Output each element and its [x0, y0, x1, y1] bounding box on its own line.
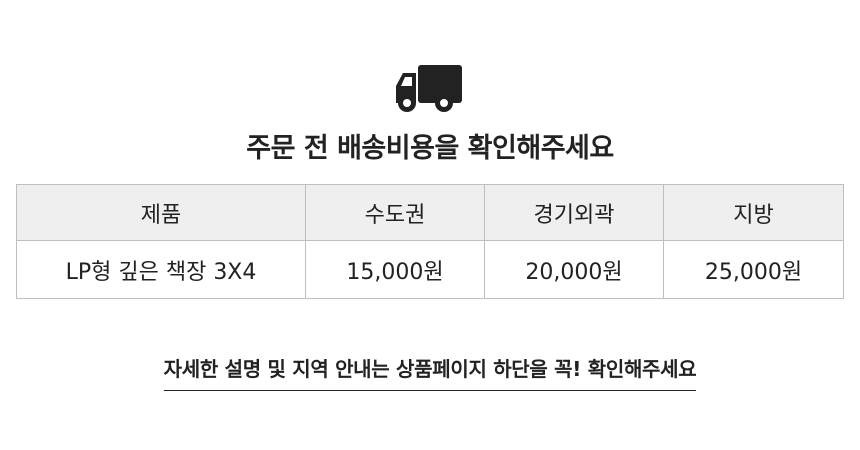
price-cell-provinces: 25,000원 — [663, 240, 844, 299]
notice-text: 자세한 설명 및 지역 안내는 상품페이지 하단을 꼭! 확인해주세요 — [163, 353, 697, 391]
table-header-row: 제품 수도권 경기외곽 지방 — [16, 184, 844, 241]
price-cell-gyeonggi-outskirts: 20,000원 — [484, 240, 664, 299]
column-header-product: 제품 — [16, 184, 306, 241]
shipping-cost-table: 제품 수도권 경기외곽 지방 LP형 깊은 책장 3X4 15,000원 20,… — [16, 184, 844, 299]
column-header-gyeonggi-outskirts: 경기외곽 — [484, 184, 664, 241]
table-row: LP형 깊은 책장 3X4 15,000원 20,000원 25,000원 — [16, 240, 844, 299]
price-cell-capital-area: 15,000원 — [305, 240, 485, 299]
column-header-capital-area: 수도권 — [305, 184, 485, 241]
truck-icon — [396, 65, 462, 112]
column-header-provinces: 지방 — [663, 184, 844, 241]
notice: 자세한 설명 및 지역 안내는 상품페이지 하단을 꼭! 확인해주세요 — [0, 353, 860, 391]
product-name-cell: LP형 깊은 책장 3X4 — [16, 240, 306, 299]
page-title: 주문 전 배송비용을 확인해주세요 — [246, 133, 614, 164]
